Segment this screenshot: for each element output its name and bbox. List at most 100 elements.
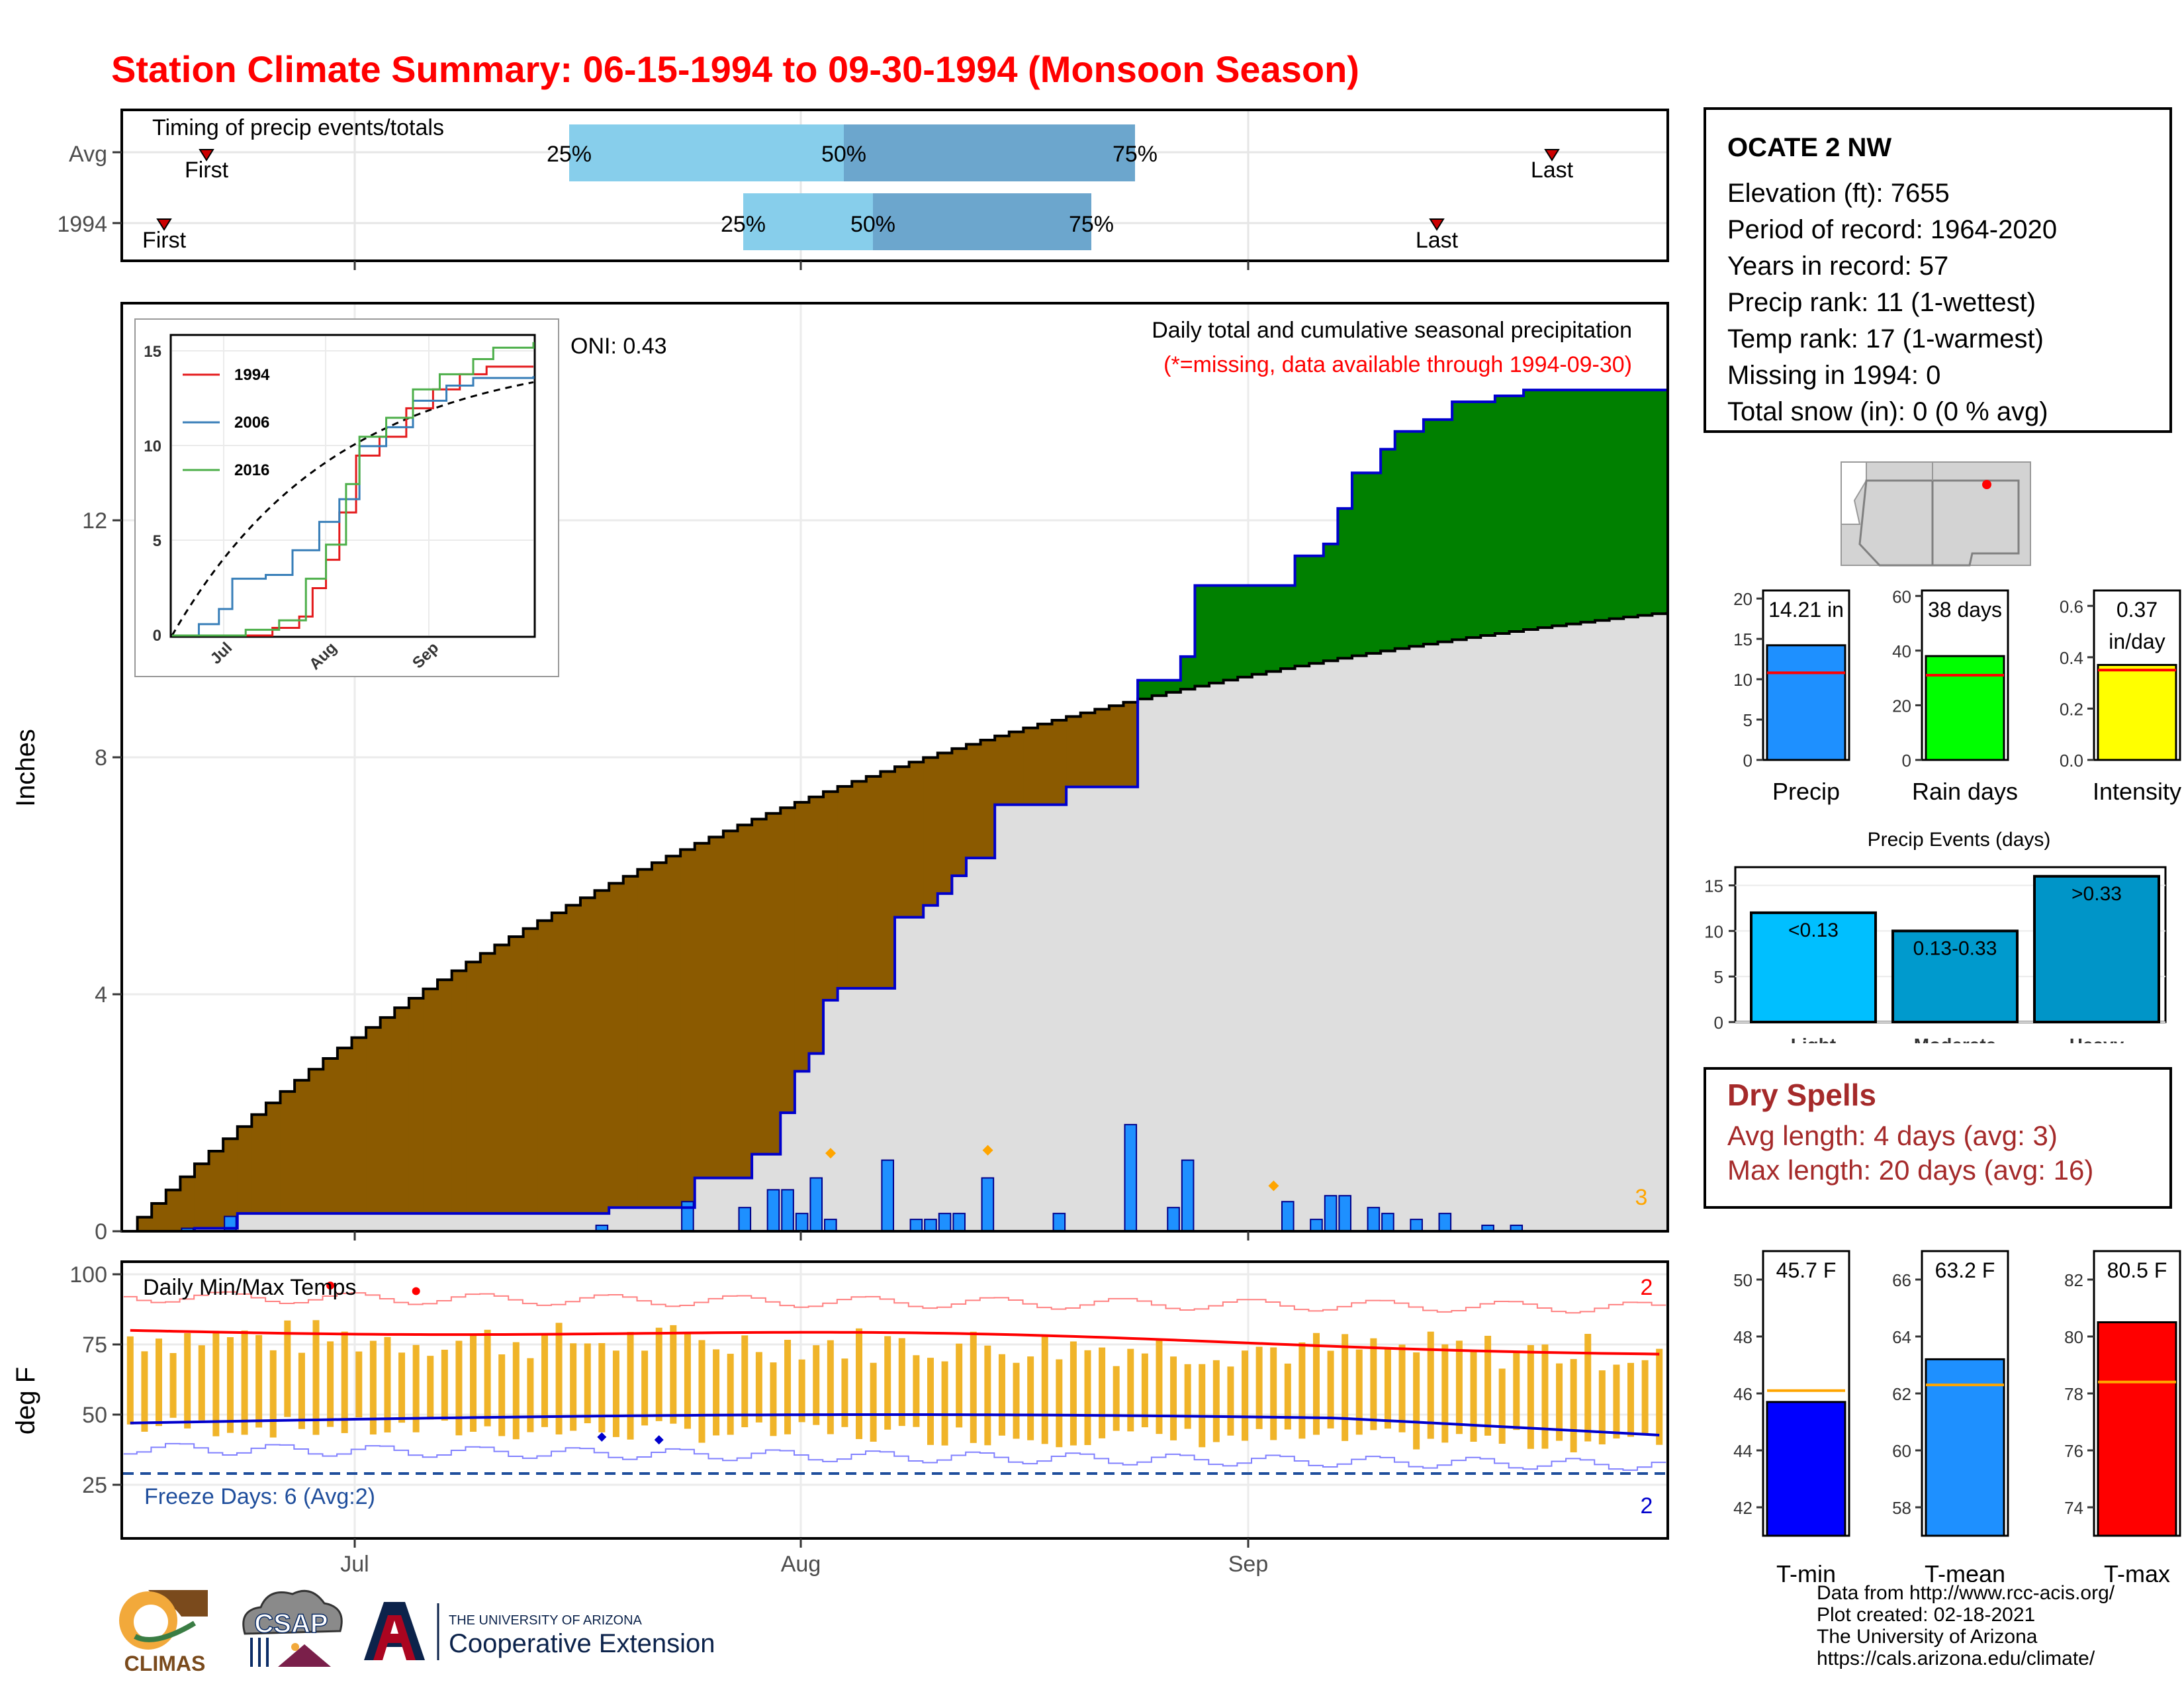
- events-bar-light: [1750, 911, 1877, 1023]
- events-category: Light: [1791, 1035, 1836, 1043]
- year-first-marker: [156, 218, 172, 231]
- daily-temp-range-bar: [1355, 1349, 1363, 1435]
- precip-stat-1-tick-label: 0: [1902, 751, 1911, 771]
- daily-temp-range-bar: [1342, 1334, 1349, 1441]
- csap-text: CSAP: [254, 1609, 328, 1638]
- daily-temp-range-bar: [269, 1350, 277, 1438]
- daily-temp-range-bar: [369, 1340, 377, 1435]
- avg-last-marker: [1544, 149, 1560, 162]
- daily-temp-range-bar: [1556, 1363, 1563, 1441]
- surplus-area: [1637, 390, 1653, 616]
- heavy-event-marker: [1268, 1180, 1279, 1192]
- deficit-area: [1109, 706, 1124, 787]
- main-ytick-4: 4: [95, 982, 107, 1008]
- surplus-area: [1223, 585, 1238, 680]
- daily-temp-range-bar: [1156, 1338, 1163, 1434]
- daily-temp-range-bar: [255, 1335, 263, 1428]
- year-p25: 25%: [721, 212, 766, 237]
- heavy-event-marker: [982, 1145, 993, 1156]
- avg-p50: 50%: [821, 142, 866, 167]
- deficit-area: [223, 1139, 238, 1229]
- events-title: Precip Events (days): [1868, 829, 2051, 851]
- surplus-area: [1609, 390, 1624, 619]
- events-bar-moderate: [1891, 929, 2019, 1023]
- inset-legend-2006: 2006: [234, 414, 269, 432]
- temp-stat-0-tick-label: 42: [1733, 1498, 1752, 1518]
- deficit-area: [337, 1048, 352, 1214]
- surplus-area: [1552, 390, 1567, 626]
- daily-temp-range-bar: [1242, 1350, 1249, 1441]
- daily-temp-range-bar: [1099, 1347, 1106, 1438]
- record-low-marker: [597, 1432, 607, 1442]
- precip-stat-1-tick-label: 40: [1892, 641, 1911, 661]
- deficit-area: [823, 791, 839, 1000]
- daily-temp-range-bar: [798, 1359, 805, 1423]
- deficit-area: [680, 849, 696, 1208]
- deficit-area: [280, 1091, 295, 1214]
- station-location-dot: [1982, 480, 1991, 489]
- deficit-area: [651, 863, 667, 1208]
- precip-stat-0-tick-label: 5: [1743, 710, 1752, 730]
- inset-line-2016: [172, 342, 535, 637]
- surplus-area: [1409, 431, 1424, 647]
- events-bar-label: <0.13: [1788, 919, 1839, 941]
- temp-stat-0-label: T-min: [1776, 1560, 1836, 1582]
- surplus-area: [1452, 402, 1467, 640]
- events-bar-label: 0.13-0.33: [1913, 937, 1997, 959]
- record-high-line: [123, 1291, 1666, 1314]
- temp-stat-1-tick-label: 60: [1892, 1441, 1911, 1461]
- deficit-area: [308, 1069, 324, 1214]
- daily-temp-range-bar: [898, 1338, 905, 1427]
- deficit-area: [580, 898, 596, 1214]
- temp-stat-0-tick-label: 48: [1733, 1327, 1752, 1347]
- temp-stat-0-tick-label: 46: [1733, 1384, 1752, 1404]
- deficit-area: [480, 953, 495, 1214]
- daily-temp-range-bar: [484, 1329, 491, 1427]
- temp-xtick-sep: Sep: [1228, 1552, 1269, 1577]
- temp-stat-2-bar: [2097, 1321, 2177, 1537]
- daily-temp-range-bar: [1470, 1350, 1477, 1442]
- station-precip-rank: Precip rank: 11 (1-wettest): [1727, 288, 2036, 317]
- daily-temp-range-bar: [741, 1335, 749, 1428]
- daily-temp-range-bar: [1069, 1341, 1077, 1446]
- inset-chart: 0 5 10 15 Jul Aug Sep 1994 2006 2016: [134, 318, 559, 677]
- daily-temp-range-bar: [1613, 1364, 1620, 1439]
- deficit-area: [766, 813, 781, 1154]
- precip-stat-0-label: Precip: [1772, 778, 1840, 805]
- surplus-area: [1138, 680, 1153, 699]
- daily-temp-range-bar: [541, 1333, 548, 1427]
- daily-temp-range-bar: [470, 1335, 477, 1432]
- daily-temp-range-bar: [755, 1352, 762, 1423]
- deficit-area: [937, 753, 952, 894]
- avg-q1-bar: [569, 124, 844, 181]
- daily-temp-range-bar: [1298, 1342, 1306, 1439]
- record-low-line: [123, 1442, 1666, 1471]
- station-info-panel: OCATE 2 NW Elevation (ft): 7655 Period o…: [1704, 107, 2172, 433]
- daily-temp-range-bar: [427, 1356, 434, 1420]
- temperature-chart: 25 50 75 100 Jul Aug Sep deg F Daily Min…: [11, 1260, 1669, 1577]
- temp-ytick-50: 50: [82, 1403, 107, 1428]
- temp-stat-0-bar: [1766, 1401, 1846, 1537]
- legend-title: Daily total and cumulative seasonal prec…: [1152, 318, 1632, 343]
- events-tick-label: 0: [1714, 1013, 1723, 1033]
- footer-credits: Data from http://www.rcc-acis.org/ Plot …: [1817, 1582, 2115, 1669]
- station-missing: Missing in 1994: 0: [1727, 361, 1941, 390]
- inset-ytick-5: 5: [153, 532, 161, 550]
- avg-q2-bar: [844, 124, 1135, 181]
- daily-temp-range-bar: [1370, 1338, 1377, 1430]
- footer-line-3: The University of Arizona: [1817, 1626, 2038, 1648]
- daily-temp-range-bar: [770, 1362, 777, 1436]
- temp-stat-1-tick-label: 66: [1892, 1270, 1911, 1290]
- daily-temp-range-bar: [1498, 1368, 1506, 1444]
- surplus-area: [1209, 585, 1224, 683]
- daily-temp-range-bar: [570, 1343, 577, 1431]
- surplus-area: [1180, 656, 1195, 690]
- year-last-label: Last: [1416, 228, 1459, 253]
- daily-temp-range-bar: [941, 1361, 948, 1446]
- daily-temp-range-bar: [555, 1323, 563, 1434]
- dry-spells-avg: Avg length: 4 days (avg: 3): [1727, 1120, 2058, 1151]
- daily-temp-range-bar: [998, 1354, 1005, 1436]
- precip-stats-charts: 0 5 10 15 20 14.21 in Precip 0 20 40 60 38 days Rain…: [1733, 586, 2181, 805]
- corner-count: 3: [1635, 1185, 1648, 1210]
- deficit-area: [737, 825, 752, 1178]
